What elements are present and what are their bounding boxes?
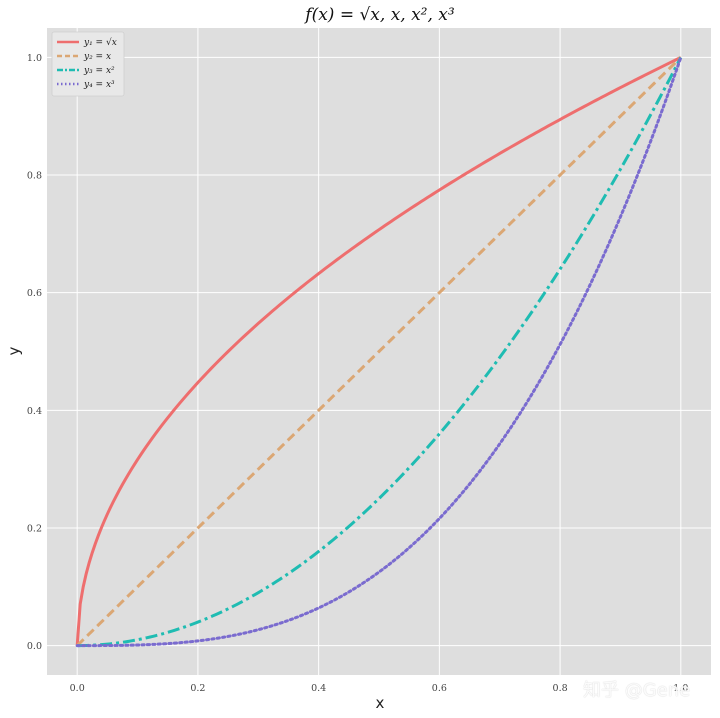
x-tick-label: 0.4 (311, 683, 326, 694)
tick-labels: 0.0 0.2 0.4 0.6 0.8 1.0 0.0 0.2 0.4 0.6 0.8 1.0 (27, 53, 688, 694)
y-tick-label: 0.4 (27, 406, 42, 417)
series-line-2 (76, 56, 682, 647)
y-tick-label: 0.6 (27, 288, 42, 299)
y-tick-label: 0.0 (27, 641, 42, 652)
y-axis-label: y (5, 346, 23, 355)
x-tick-label: 1.0 (673, 683, 688, 694)
legend-box (51, 31, 125, 97)
grid (47, 28, 711, 675)
legend-label: y₂ = x (83, 52, 111, 62)
y-tick-label: 1.0 (27, 53, 42, 64)
chart-title: f(x) = √x, x, x², x³ (303, 5, 455, 25)
x-tick-label: 0.6 (432, 683, 447, 694)
series-line-3 (77, 56, 683, 648)
series-layer (75, 55, 683, 648)
legend-label: y₁ = √x (83, 37, 117, 48)
x-tick-label: 0.2 (190, 683, 205, 694)
legend-label: y₄ = x³ (83, 80, 115, 90)
legend: y₁ = √x y₂ = x y₃ = x² y₄ = x³ (51, 31, 125, 97)
legend-label: y₃ = x² (83, 66, 115, 76)
series-line-1 (75, 56, 682, 646)
x-tick-label: 0.8 (553, 683, 568, 694)
y-tick-label: 0.8 (27, 171, 42, 182)
x-tick-label: 0.0 (70, 683, 85, 694)
y-tick-label: 0.2 (27, 523, 42, 534)
series-line-4 (75, 55, 683, 648)
x-axis-label: x (376, 694, 385, 712)
